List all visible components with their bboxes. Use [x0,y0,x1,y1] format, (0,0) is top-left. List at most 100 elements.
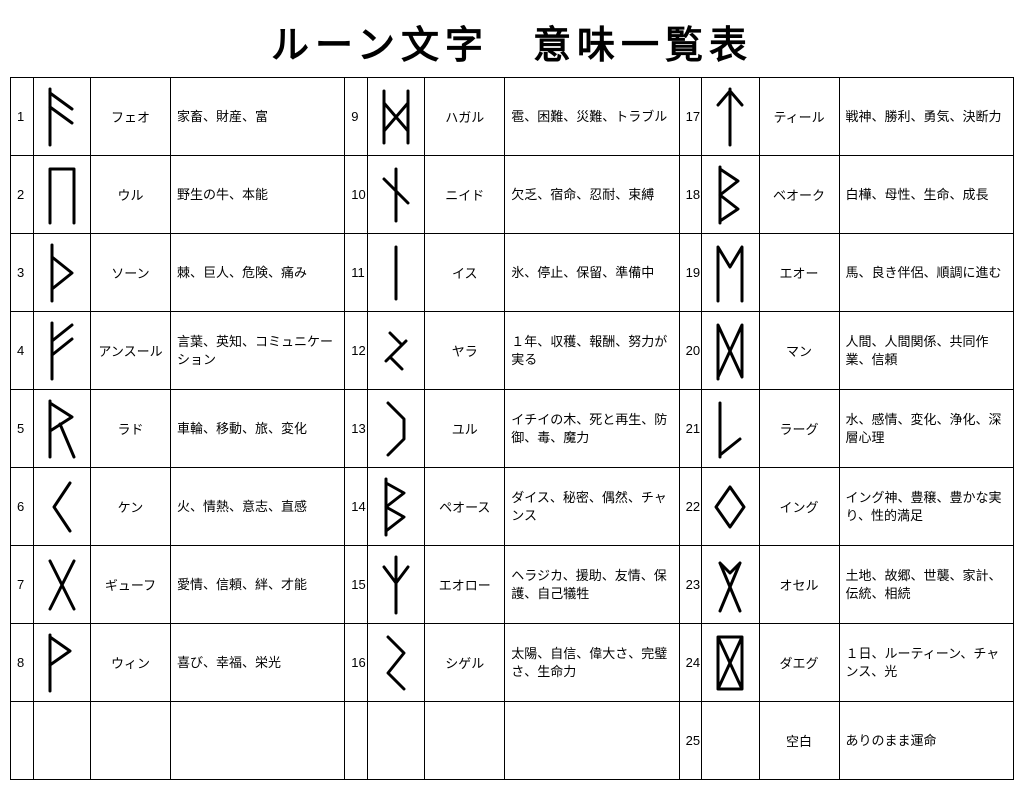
rune-glyph [376,165,416,225]
rune-symbol [702,78,759,156]
rune-number: 17 [679,78,702,156]
rune-number: 7 [11,546,34,624]
rune-glyph [710,633,750,693]
rune-number: 21 [679,390,702,468]
rune-glyph [42,477,82,537]
rune-number: 4 [11,312,34,390]
page-title: ルーン文字 意味一覧表 [10,14,1014,69]
rune-name: ラド [90,390,170,468]
rune-number: 12 [345,312,368,390]
rune-meaning: 水、感情、変化、浄化、深層心理 [839,390,1013,468]
rune-glyph [42,399,82,459]
rune-symbol [702,234,759,312]
table-row: 25 空白 ありのまま運命 [11,702,1014,780]
rune-name: ケン [90,468,170,546]
rune-meaning: 愛情、信頼、絆、才能 [170,546,344,624]
rune-symbol [367,468,424,546]
rune-name: オセル [759,546,839,624]
table-row: 1 フェオ 家畜、財産、富 9 ハガル 雹、困難、災難、トラブル 17 ティール… [11,78,1014,156]
rune-name: マン [759,312,839,390]
rune-meaning: 太陽、自信、偉大さ、完璧さ、生命力 [505,624,679,702]
rune-glyph [376,555,416,615]
rune-number: 3 [11,234,34,312]
rune-name: フェオ [90,78,170,156]
rune-symbol [33,546,90,624]
rune-number: 9 [345,78,368,156]
table-row: 2 ウル 野生の牛、本能 10 ニイド 欠乏、宿命、忍耐、束縛 18 ベオーク … [11,156,1014,234]
rune-number: 11 [345,234,368,312]
rune-symbol [33,390,90,468]
rune-meaning: 野生の牛、本能 [170,156,344,234]
rune-symbol [33,624,90,702]
rune-meaning: 家畜、財産、富 [170,78,344,156]
rune-number: 19 [679,234,702,312]
rune-symbol [33,234,90,312]
rune-number: 8 [11,624,34,702]
rune-name: ペオース [425,468,505,546]
rune-glyph [710,399,750,459]
rune-meaning: １年、収穫、報酬、努力が実る [505,312,679,390]
rune-name: ユル [425,390,505,468]
rune-name: ラーグ [759,390,839,468]
rune-symbol [367,156,424,234]
rune-table: 1 フェオ 家畜、財産、富 9 ハガル 雹、困難、災難、トラブル 17 ティール… [10,77,1014,780]
rune-meaning: 戦神、勝利、勇気、決断力 [839,78,1013,156]
rune-symbol [702,156,759,234]
rune-symbol [33,468,90,546]
table-row: 5 ラド 車輪、移動、旅、変化 13 ユル イチイの木、死と再生、防御、毒、魔力… [11,390,1014,468]
rune-number: 1 [11,78,34,156]
rune-name: ウィン [90,624,170,702]
rune-glyph [42,321,82,381]
table-row: 7 ギューフ 愛情、信頼、絆、才能 15 エオロー ヘラジカ、援助、友情、保護、… [11,546,1014,624]
rune-glyph [710,243,750,303]
rune-number: 2 [11,156,34,234]
rune-name: ギューフ [90,546,170,624]
rune-meaning: 土地、故郷、世襲、家計、伝統、相続 [839,546,1013,624]
rune-glyph [42,555,82,615]
rune-number: 6 [11,468,34,546]
rune-meaning: 車輪、移動、旅、変化 [170,390,344,468]
rune-name: ニイド [425,156,505,234]
rune-meaning: 欠乏、宿命、忍耐、束縛 [505,156,679,234]
rune-symbol [702,546,759,624]
rune-name: シゲル [425,624,505,702]
rune-number: 16 [345,624,368,702]
rune-meaning: ありのまま運命 [839,702,1013,780]
table-row: 4 アンスール 言葉、英知、コミュニケーション 12 ヤラ １年、収穫、報酬、努… [11,312,1014,390]
rune-glyph [42,87,82,147]
rune-number: 22 [679,468,702,546]
rune-name: エオロー [425,546,505,624]
rune-symbol [367,390,424,468]
table-row: 6 ケン 火、情熱、意志、直感 14 ペオース ダイス、秘密、偶然、チャンス 2… [11,468,1014,546]
rune-name: ヤラ [425,312,505,390]
rune-glyph [376,633,416,693]
rune-symbol [702,702,759,780]
rune-glyph [710,165,750,225]
rune-symbol [33,78,90,156]
rune-meaning: 白樺、母性、生命、成長 [839,156,1013,234]
rune-meaning: ダイス、秘密、偶然、チャンス [505,468,679,546]
rune-glyph [376,243,416,303]
rune-meaning: 火、情熱、意志、直感 [170,468,344,546]
rune-number: 24 [679,624,702,702]
rune-glyph [710,321,750,381]
rune-meaning: 棘、巨人、危険、痛み [170,234,344,312]
rune-number: 13 [345,390,368,468]
rune-symbol [367,78,424,156]
rune-glyph [42,243,82,303]
rune-meaning: 氷、停止、保留、準備中 [505,234,679,312]
rune-name: ダエグ [759,624,839,702]
rune-glyph [376,87,416,147]
table-row: 8 ウィン 喜び、幸福、栄光 16 シゲル 太陽、自信、偉大さ、完璧さ、生命力 … [11,624,1014,702]
rune-symbol [367,312,424,390]
rune-glyph [376,399,416,459]
rune-name: ベオーク [759,156,839,234]
rune-symbol [33,156,90,234]
rune-meaning: ヘラジカ、援助、友情、保護、自己犠牲 [505,546,679,624]
rune-meaning: イチイの木、死と再生、防御、毒、魔力 [505,390,679,468]
rune-glyph [710,477,750,537]
rune-name: ハガル [425,78,505,156]
rune-name: エオー [759,234,839,312]
rune-name: アンスール [90,312,170,390]
rune-glyph [376,321,416,381]
